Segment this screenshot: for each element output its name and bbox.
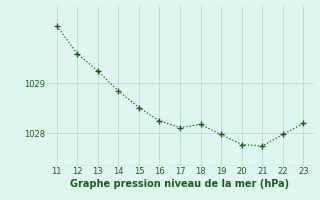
X-axis label: Graphe pression niveau de la mer (hPa): Graphe pression niveau de la mer (hPa) xyxy=(70,179,290,189)
